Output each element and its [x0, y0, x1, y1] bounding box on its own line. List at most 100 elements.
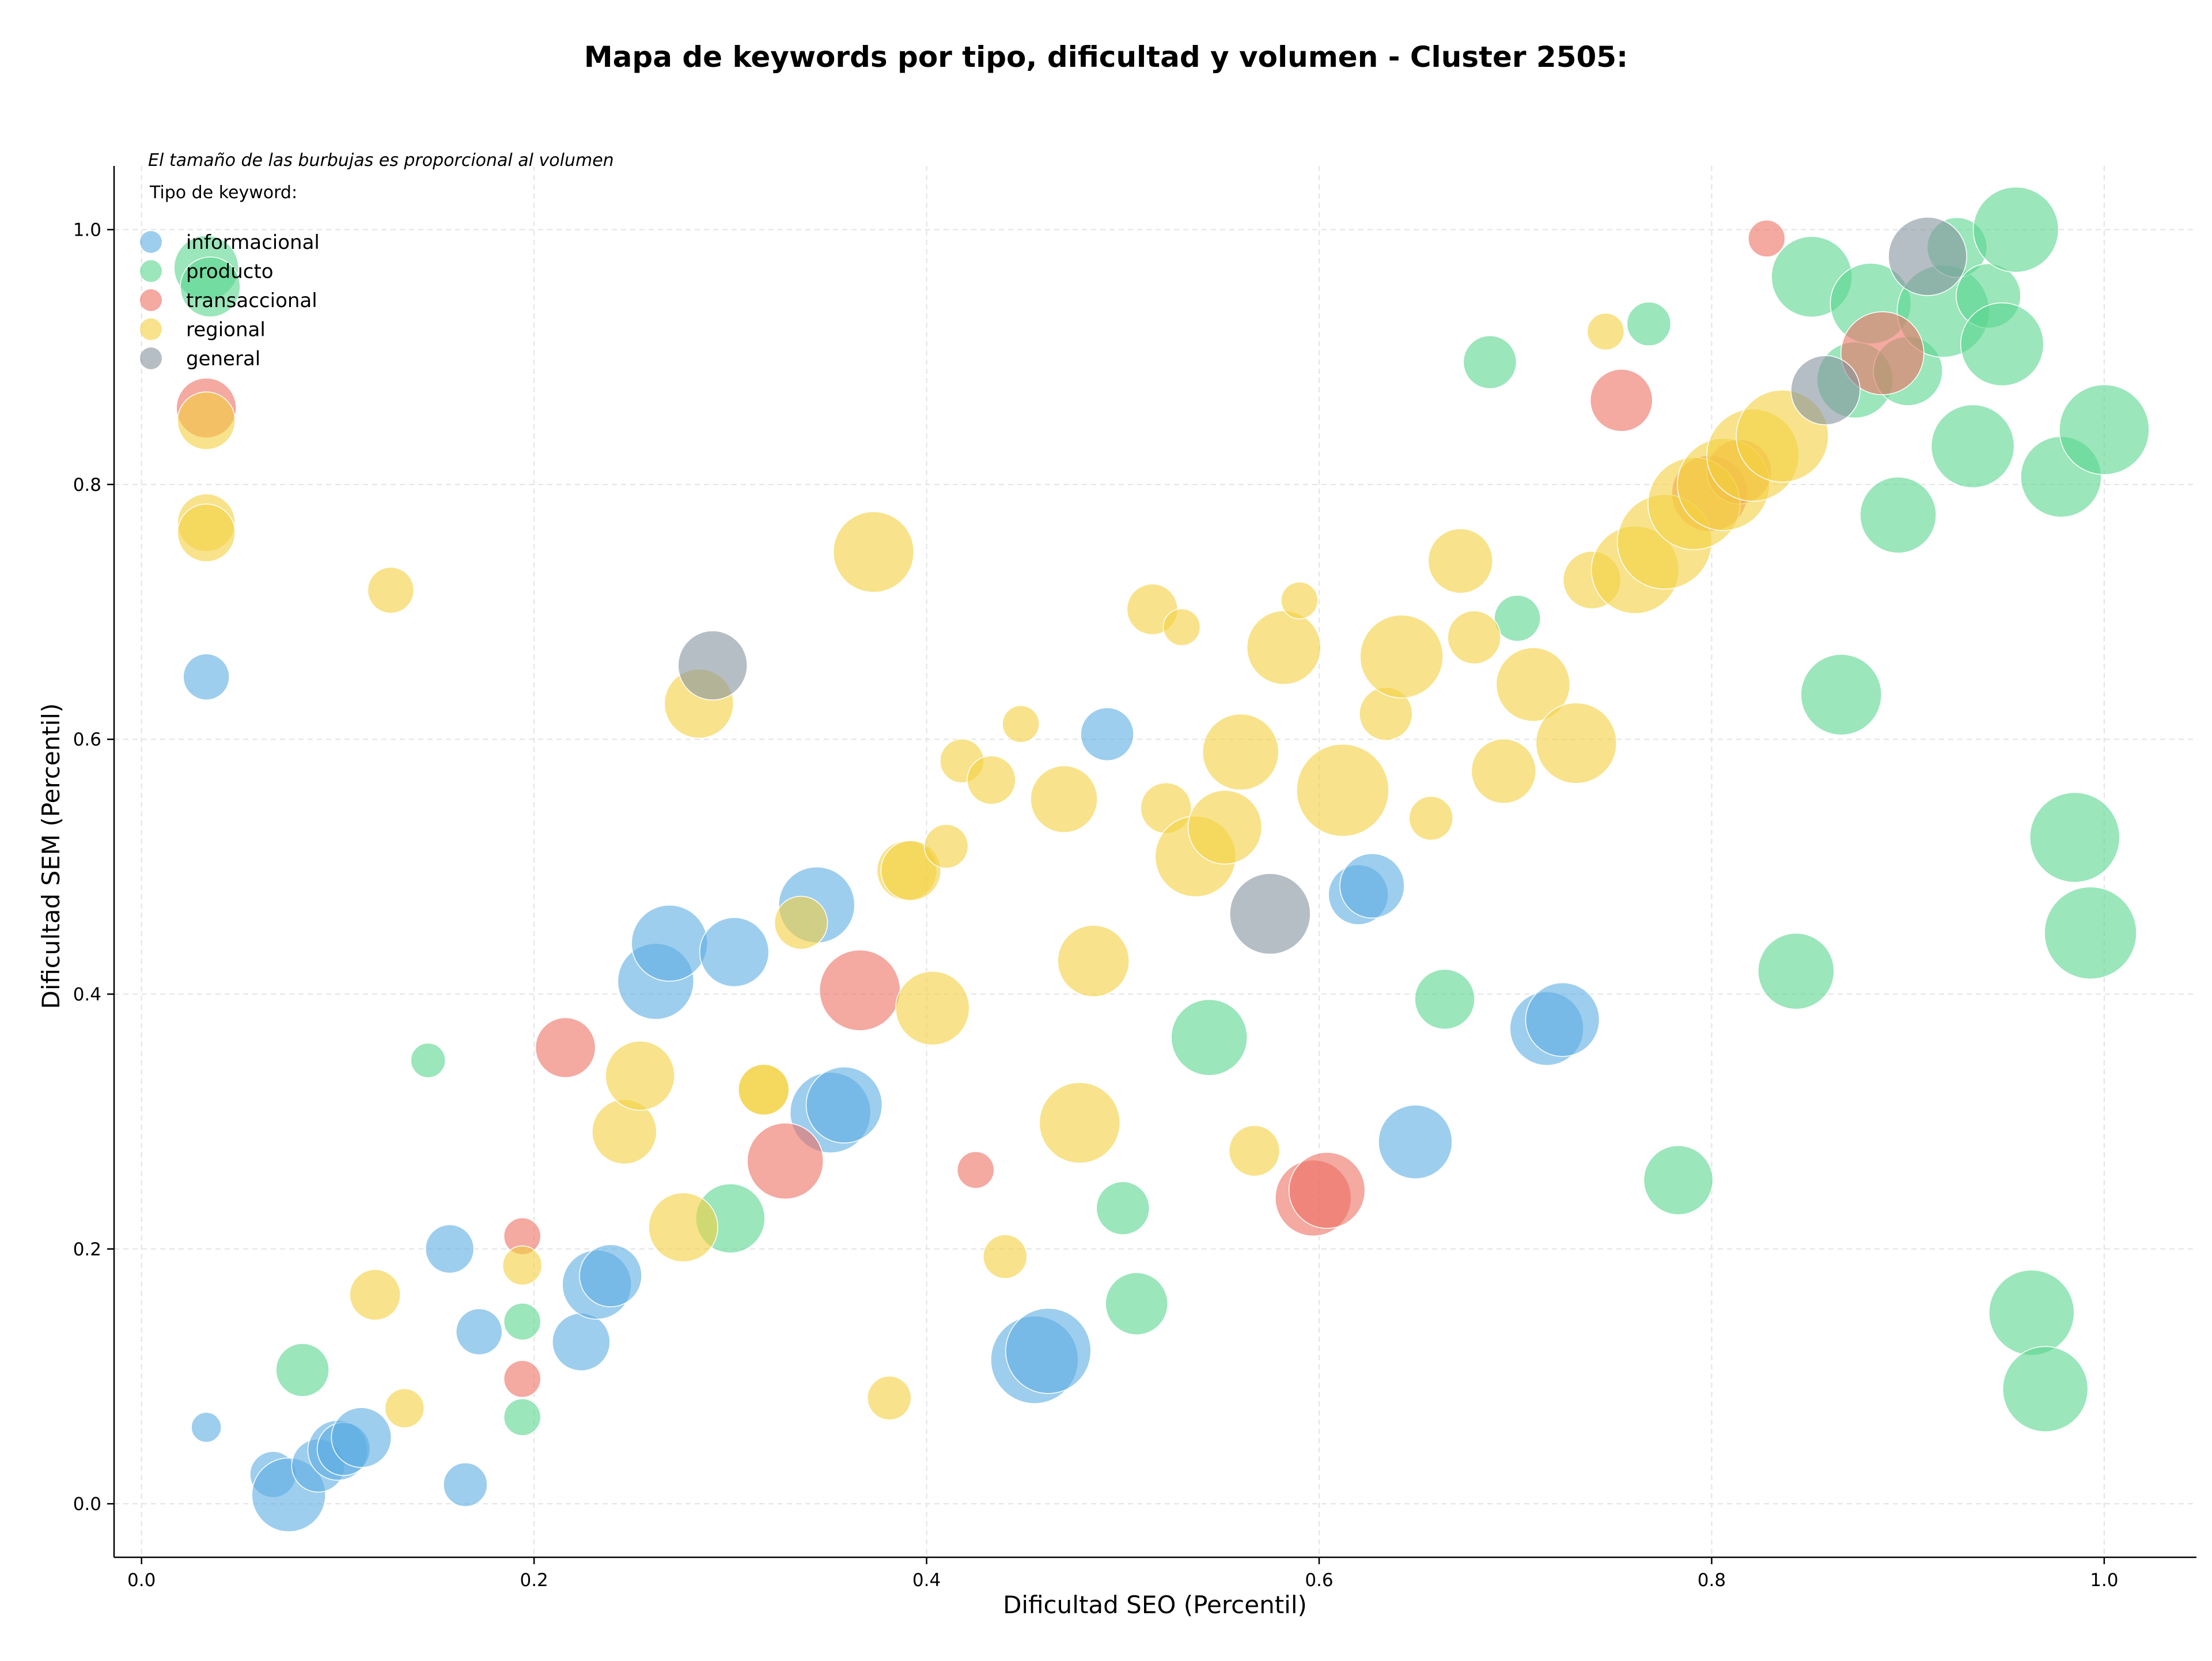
bubble-transaccional: [819, 949, 901, 1031]
bubble-producto: [1988, 1269, 2075, 1356]
bubble-general: [677, 630, 748, 701]
bubble-producto: [1758, 932, 1835, 1010]
bubble-informacional: [579, 1244, 642, 1307]
bubble-regional: [1471, 738, 1537, 804]
bubble-regional: [1187, 790, 1263, 865]
bubble-general: [1888, 217, 1967, 296]
bubble-regional: [349, 1269, 401, 1321]
legend-marker-informacional: [140, 231, 162, 253]
bubble-producto: [2059, 384, 2150, 475]
bubble-informacional: [805, 1066, 883, 1144]
bubble-producto: [2002, 1346, 2089, 1432]
bubble-regional: [1246, 610, 1321, 685]
bubble-regional: [1408, 796, 1453, 841]
bubble-regional: [1296, 743, 1389, 837]
bubble-transaccional: [503, 1360, 541, 1398]
bubble-regional: [967, 755, 1016, 805]
bubble-regional: [502, 1245, 543, 1286]
axes-layer: [113, 166, 2196, 1558]
bubble-informacional: [455, 1308, 503, 1356]
bubble-informacional: [1080, 707, 1134, 762]
x-tick-label: 0.8: [1698, 1570, 1726, 1591]
bubble-regional: [648, 1192, 718, 1262]
bubble-producto: [1972, 186, 2059, 273]
bubble-regional: [1030, 765, 1098, 833]
bubble-producto: [275, 1343, 329, 1397]
legend-marker-general: [140, 347, 162, 369]
bubble-producto: [1859, 476, 1937, 554]
bubble-layer: [173, 186, 2150, 1533]
legend-marker-transaccional: [140, 289, 162, 311]
bubble-regional: [367, 566, 415, 614]
bubble-regional: [177, 504, 236, 562]
bubble-informacional: [699, 917, 770, 987]
bubble-producto: [180, 256, 241, 317]
bubble-producto: [2044, 886, 2137, 980]
bubble-informacional: [183, 653, 230, 701]
bubble-general: [1790, 355, 1861, 425]
y-axis-label: Dificultad SEM (Percentil): [37, 703, 65, 1009]
legend-label-transaccional: transaccional: [186, 289, 317, 312]
bubble-regional: [1427, 528, 1494, 594]
bubble-transaccional: [1748, 220, 1786, 258]
bubble-informacional: [1378, 1104, 1453, 1179]
bubble-regional: [983, 1234, 1028, 1279]
bubble-regional: [1162, 608, 1201, 646]
bubble-regional: [1202, 713, 1279, 791]
bubble-regional: [384, 1388, 425, 1428]
bubble-regional: [880, 840, 942, 901]
bubble-transaccional: [747, 1122, 824, 1200]
bubble-regional: [1447, 610, 1501, 665]
bubble-general: [1229, 873, 1311, 955]
bubble-regional: [895, 971, 970, 1046]
legend-title: Tipo de keyword:: [149, 183, 297, 203]
bubble-informacional: [1525, 982, 1600, 1057]
x-axis-label: Dificultad SEO (Percentil): [1003, 1591, 1307, 1619]
legend-marker-producto: [140, 260, 162, 282]
bubble-regional: [1535, 702, 1618, 784]
x-tick-label: 0.0: [127, 1570, 156, 1591]
y-tick-label: 0.4: [73, 985, 101, 1005]
x-tick-label: 0.6: [1305, 1570, 1333, 1591]
x-tick-label: 1.0: [2090, 1570, 2118, 1591]
bubble-transaccional: [535, 1017, 596, 1079]
bubble-producto: [1800, 654, 1883, 736]
bubble-producto: [1414, 968, 1475, 1030]
ticks-layer: 0.0 0.2 0.4 0.6 0.8 1.0 0.0 0.2 0.4 0.6 0.8 1.0: [73, 220, 2119, 1591]
bubble-producto: [1960, 302, 2044, 387]
bubble-producto: [410, 1042, 446, 1079]
bubble-producto: [1463, 335, 1517, 389]
bubble-regional: [1359, 614, 1444, 699]
bubble-producto: [503, 1398, 541, 1436]
bubble-size-note: El tamaño de las burbujas es proporciona…: [148, 150, 614, 171]
x-tick-label: 0.2: [520, 1570, 548, 1591]
legend-label-general: general: [186, 347, 260, 370]
bubble-informacional: [443, 1462, 488, 1507]
bubble-informacional: [191, 1412, 222, 1443]
bubble-producto: [1171, 998, 1248, 1076]
bubble-transaccional: [1288, 1152, 1366, 1229]
legend-label-regional: regional: [186, 319, 266, 342]
bubble-transaccional: [1840, 311, 1925, 395]
bubble-regional: [1002, 705, 1040, 743]
bubble-producto: [503, 1303, 541, 1341]
bubble-regional: [1495, 647, 1571, 722]
bubble-regional: [867, 1375, 912, 1421]
legend-label-producto: producto: [186, 260, 274, 283]
y-tick-label: 0.6: [73, 729, 101, 750]
legend-marker-regional: [140, 318, 162, 340]
y-tick-label: 1.0: [73, 220, 101, 241]
y-tick-label: 0.0: [73, 1494, 101, 1515]
bubble-producto: [1626, 301, 1672, 346]
bubble-regional: [738, 1064, 790, 1116]
bubble-regional: [832, 511, 915, 593]
bubble-informacional: [1005, 1307, 1092, 1394]
bubble-regional: [1228, 1125, 1281, 1177]
bubble-regional: [1586, 312, 1625, 351]
bubble-informacional: [552, 1312, 611, 1371]
legend: informacional producto transaccional region…: [140, 231, 320, 370]
bubble-producto: [2029, 792, 2120, 883]
bubble-informacional: [331, 1407, 392, 1468]
